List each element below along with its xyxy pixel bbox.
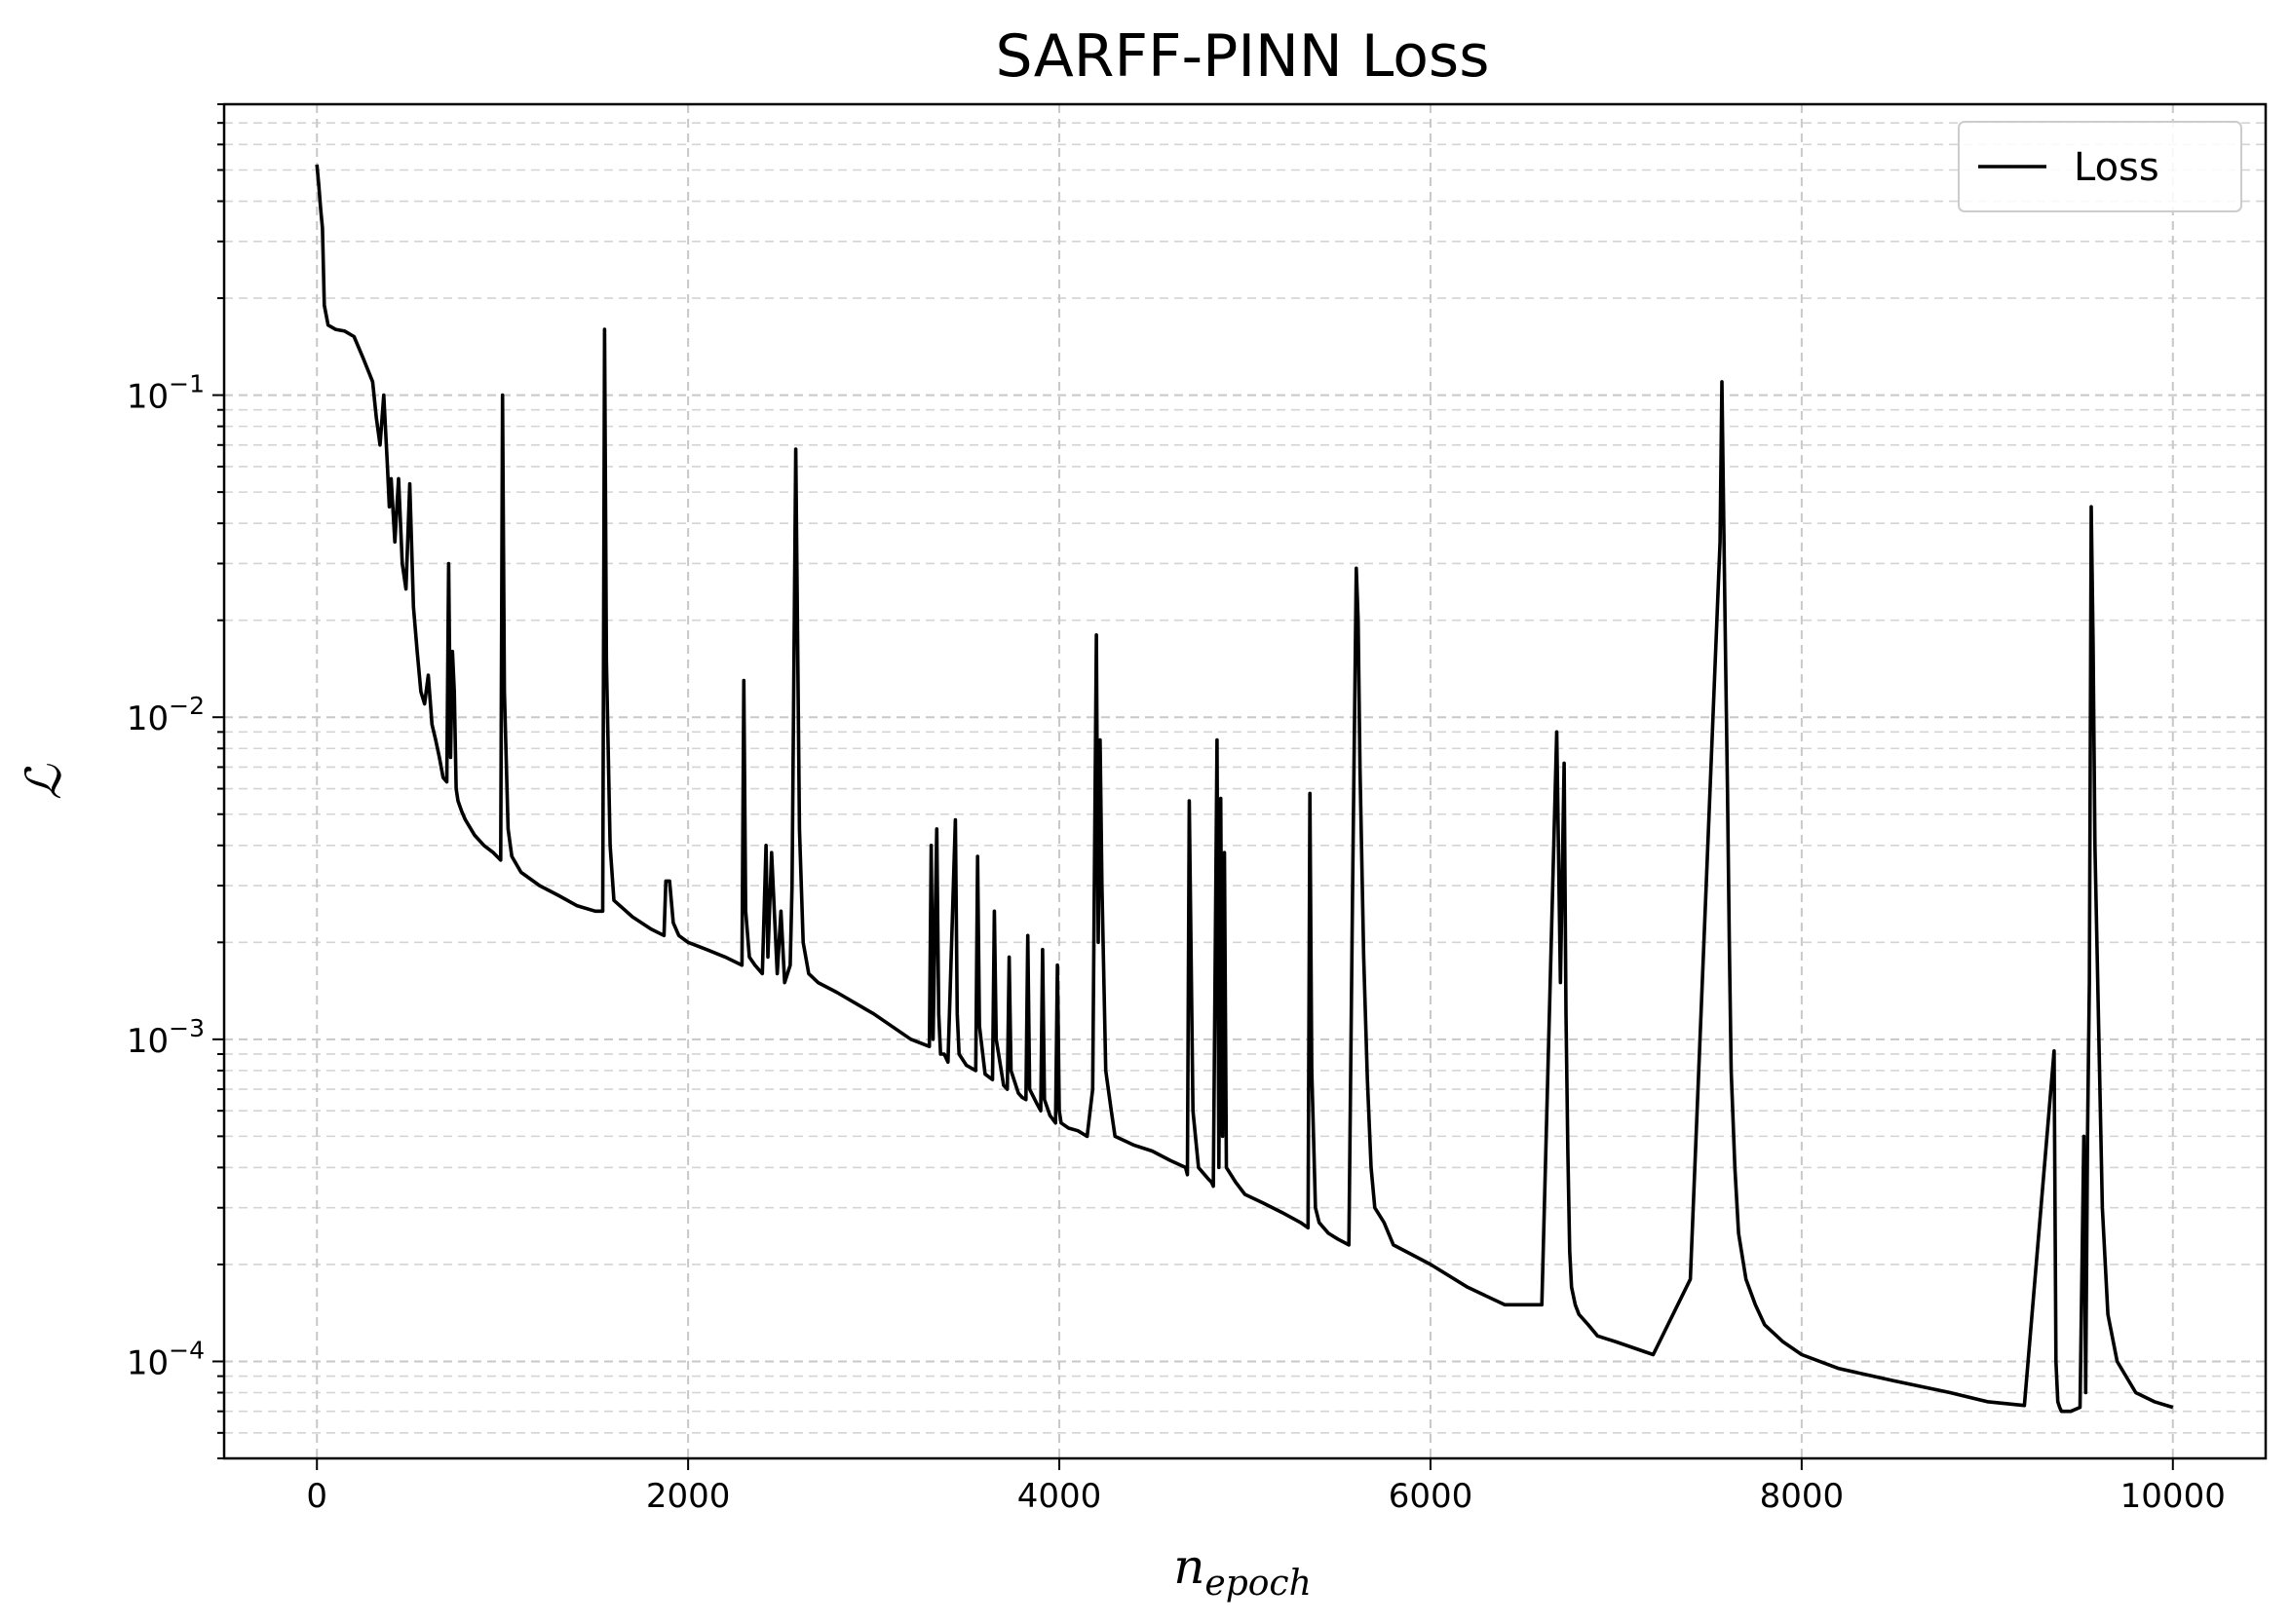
grid-lines	[224, 103, 2266, 1459]
legend-box	[1958, 121, 2242, 212]
x-tick-label: 6000	[1389, 1477, 1473, 1516]
x-axis: 0 2000 4000 6000 8000 10000	[306, 1458, 2226, 1516]
y-tick-label: 10−1	[127, 370, 205, 417]
x-tick-label: 8000	[1760, 1477, 1845, 1516]
x-tick-label: 10000	[2120, 1477, 2226, 1516]
x-tick-label: 0	[306, 1477, 327, 1516]
series-line-loss	[315, 164, 2174, 1414]
legend-label-loss: Loss	[2074, 145, 2159, 190]
chart-title: SARFF-PINN Loss	[996, 22, 1490, 91]
legend: Loss	[1958, 121, 2242, 212]
x-axis-label-subscript: epoch	[1204, 1564, 1311, 1604]
plot-frame	[222, 102, 2268, 1460]
y-tick-label: 10−2	[127, 692, 205, 738]
x-axis-label: nepoch	[1173, 1538, 1312, 1604]
y-axis: 10−4 10−3 10−2 10−1	[127, 103, 224, 1459]
series-layer	[315, 164, 2174, 1414]
y-tick-label: 10−4	[127, 1336, 205, 1382]
x-tick-label: 4000	[1017, 1477, 1102, 1516]
y-axis-label: ℒ	[16, 764, 72, 800]
y-tick-label: 10−3	[127, 1014, 205, 1061]
x-tick-label: 2000	[646, 1477, 731, 1516]
x-axis-label-main: n	[1173, 1538, 1204, 1595]
